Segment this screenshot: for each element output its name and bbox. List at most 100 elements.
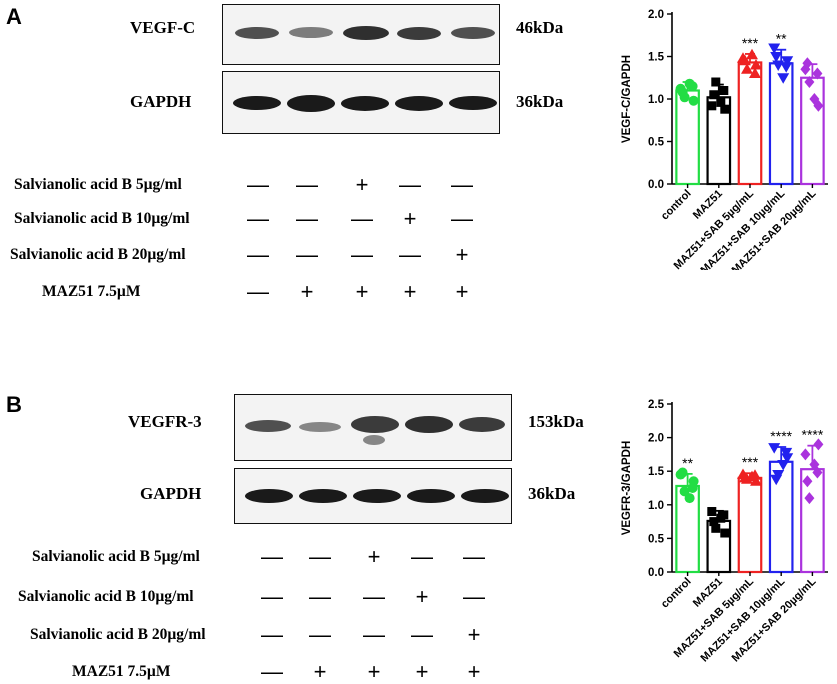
chart-vegfr3-gapdh: 0.0 0.5 1.0 1.5 2.0 2.5 VEGFR-3/GAPDH ** control… <box>621 399 828 664</box>
data-point-marker <box>719 510 729 520</box>
data-point-marker <box>770 474 783 486</box>
data-point-marker <box>813 99 824 112</box>
data-point-marker <box>770 52 783 63</box>
condition-sign: — <box>247 242 269 267</box>
bar <box>800 468 825 574</box>
x-tick-label: control <box>659 188 694 223</box>
condition-sign: — <box>411 544 433 569</box>
data-point-marker <box>812 67 823 80</box>
condition-sign: — <box>351 206 373 231</box>
data-point-marker <box>777 459 790 471</box>
data-point-marker <box>750 475 762 486</box>
condition-sign: + <box>455 279 469 304</box>
data-point-marker <box>711 77 721 87</box>
y-axis-label: VEGF-C/GAPDH <box>621 55 633 143</box>
condition-sign: + <box>355 172 369 197</box>
significance-label: ** <box>682 455 693 471</box>
y-tick-label: 0.0 <box>648 179 664 191</box>
significance-label: *** <box>742 454 759 470</box>
data-point-marker <box>802 475 813 488</box>
condition-sign: — <box>399 172 421 197</box>
condition-sign: — <box>247 172 269 197</box>
chart-vegfc-gapdh: 0.00.51.01.52.0VEGF-C/GAPDHcontrolMAZ51*… <box>621 9 828 270</box>
data-point-marker <box>777 73 790 84</box>
condition-sign: — <box>296 172 318 197</box>
bar <box>737 476 763 574</box>
data-point-marker <box>800 448 811 461</box>
condition-sign: — <box>261 544 283 569</box>
data-point-marker <box>707 101 717 111</box>
condition-sign: — <box>261 659 283 684</box>
condition-label: Salvianolic acid B 5µg/ml <box>14 176 182 193</box>
data-point-marker <box>749 469 761 480</box>
blot-image-vegfr3 <box>234 394 512 461</box>
significance-label: *** <box>742 35 759 51</box>
y-tick-label: 1.5 <box>648 52 665 64</box>
data-point-marker <box>804 492 815 505</box>
condition-sign: — <box>363 622 385 647</box>
data-point-marker <box>739 471 751 483</box>
bar <box>737 61 763 186</box>
condition-sign: + <box>403 206 417 231</box>
condition-label: Salvianolic acid B 20µg/ml <box>30 626 206 643</box>
condition-sign: — <box>451 206 473 231</box>
y-axis-label: VEGFR-3/GAPDH <box>621 441 633 536</box>
condition-sign: — <box>261 622 283 647</box>
kda-label-gapdh-a: 36kDa <box>516 92 564 111</box>
data-point-marker <box>711 523 721 533</box>
condition-sign: + <box>367 659 381 684</box>
condition-sign: — <box>451 172 473 197</box>
data-point-marker <box>809 93 820 105</box>
condition-sign: — <box>296 206 318 231</box>
kda-label-vegfr3: 153kDa <box>528 412 584 431</box>
data-point-marker <box>768 443 781 454</box>
blot-label-gapdh-a: GAPDH <box>130 92 192 111</box>
data-point-marker <box>802 57 813 70</box>
condition-sign: + <box>313 659 327 684</box>
blot-image-vegfc <box>222 4 500 65</box>
condition-sign: + <box>403 279 417 304</box>
data-point-marker <box>677 467 688 478</box>
condition-sign: + <box>367 544 381 569</box>
data-point-marker <box>800 63 811 76</box>
condition-sign: + <box>415 659 429 684</box>
condition-sign: — <box>296 242 318 267</box>
y-tick-label: 2.0 <box>648 433 664 445</box>
data-point-marker <box>739 54 751 66</box>
significance-label: **** <box>802 427 824 443</box>
y-tick-label: 2.0 <box>648 9 664 21</box>
condition-label: Salvianolic acid B 20µg/ml <box>10 246 186 263</box>
condition-sign: + <box>467 622 481 647</box>
condition-sign: + <box>355 279 369 304</box>
data-point-marker <box>813 438 824 451</box>
panel-letter-b: B <box>6 392 22 417</box>
y-tick-label: 1.0 <box>648 94 664 106</box>
condition-label: MAZ51 7.5µM <box>72 663 171 680</box>
condition-sign: — <box>261 584 283 609</box>
y-tick-label: 1.0 <box>648 500 664 512</box>
bar <box>768 62 794 186</box>
y-tick-label: 0.5 <box>648 533 665 545</box>
condition-sign: — <box>463 544 485 569</box>
significance-label: ** <box>776 31 787 47</box>
data-point-marker <box>809 458 820 471</box>
condition-sign: + <box>455 242 469 267</box>
blot-label-vegfc: VEGF-C <box>130 18 196 37</box>
data-point-marker <box>707 507 717 517</box>
condition-label: Salvianolic acid B 5µg/ml <box>32 548 200 565</box>
data-point-marker <box>741 63 753 74</box>
data-point-marker <box>768 43 781 54</box>
condition-label: Salvianolic acid B 10µg/ml <box>18 588 194 605</box>
condition-sign: — <box>247 206 269 231</box>
data-point-marker <box>750 59 762 70</box>
condition-sign: — <box>309 584 331 609</box>
data-point-marker <box>677 87 688 98</box>
panel-letter-a: A <box>6 4 22 29</box>
data-point-marker <box>781 453 794 464</box>
blot-image-gapdh-a <box>222 71 500 134</box>
data-point-marker <box>746 48 758 60</box>
condition-sign: — <box>463 584 485 609</box>
data-point-marker <box>684 493 695 504</box>
significance-label: **** <box>770 428 792 444</box>
bar <box>800 76 825 186</box>
